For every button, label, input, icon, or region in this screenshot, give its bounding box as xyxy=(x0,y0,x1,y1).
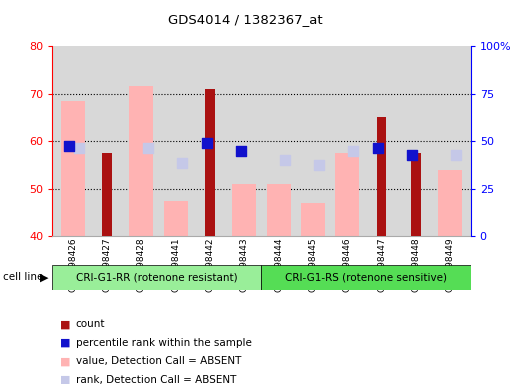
Text: cell line: cell line xyxy=(3,272,43,283)
Point xyxy=(315,162,323,168)
Text: ■: ■ xyxy=(60,338,71,348)
Bar xyxy=(61,101,85,236)
Bar xyxy=(232,184,256,236)
Bar xyxy=(164,200,188,236)
Bar xyxy=(103,153,112,236)
Point xyxy=(374,145,382,151)
Bar xyxy=(335,153,359,236)
Text: percentile rank within the sample: percentile rank within the sample xyxy=(76,338,252,348)
Point xyxy=(65,143,74,149)
Point xyxy=(237,147,245,154)
Text: ■: ■ xyxy=(60,375,71,384)
Bar xyxy=(267,184,291,236)
Point xyxy=(202,141,211,147)
Text: ■: ■ xyxy=(60,356,71,366)
Bar xyxy=(411,153,420,236)
Text: count: count xyxy=(76,319,105,329)
Text: CRI-G1-RS (rotenone sensitive): CRI-G1-RS (rotenone sensitive) xyxy=(285,272,447,283)
Point xyxy=(178,159,186,166)
Point xyxy=(143,145,152,151)
Bar xyxy=(130,86,153,236)
Text: ■: ■ xyxy=(60,319,71,329)
Text: GDS4014 / 1382367_at: GDS4014 / 1382367_at xyxy=(168,13,323,26)
Text: ▶: ▶ xyxy=(40,272,49,283)
Point xyxy=(75,145,83,151)
Bar xyxy=(205,89,215,236)
Bar xyxy=(438,170,462,236)
Text: value, Detection Call = ABSENT: value, Detection Call = ABSENT xyxy=(76,356,241,366)
Bar xyxy=(377,118,386,236)
Point xyxy=(281,157,289,163)
Bar xyxy=(301,203,325,236)
Point xyxy=(349,147,358,154)
Bar xyxy=(262,265,471,290)
Bar xyxy=(52,265,262,290)
Point xyxy=(452,152,460,159)
Text: CRI-G1-RR (rotenone resistant): CRI-G1-RR (rotenone resistant) xyxy=(76,272,238,283)
Point xyxy=(408,152,417,159)
Text: rank, Detection Call = ABSENT: rank, Detection Call = ABSENT xyxy=(76,375,236,384)
